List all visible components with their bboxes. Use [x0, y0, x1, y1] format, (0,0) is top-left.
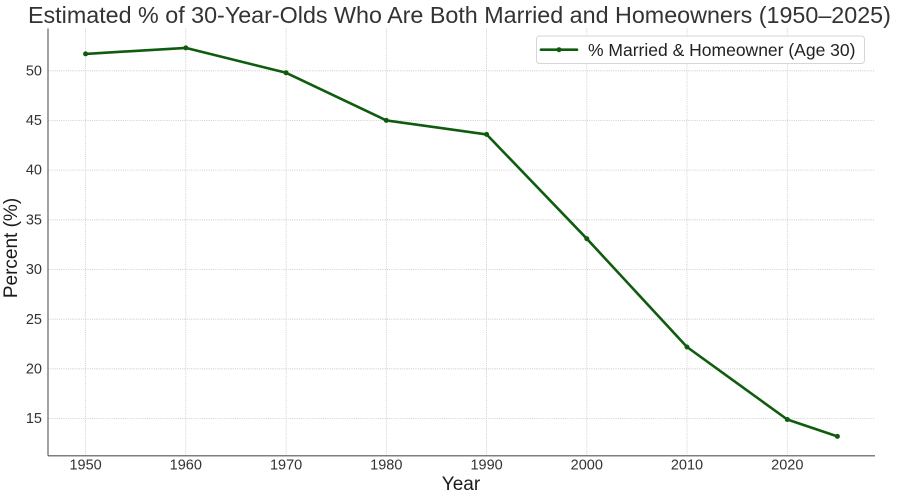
svg-text:35: 35	[26, 212, 42, 228]
svg-text:1950: 1950	[69, 458, 101, 474]
svg-text:50: 50	[26, 64, 42, 80]
svg-text:20: 20	[26, 361, 42, 377]
svg-text:Estimated % of 30-Year-Olds Wh: Estimated % of 30-Year-Olds Who Are Both…	[28, 2, 891, 28]
svg-text:% Married & Homeowner (Age 30): % Married & Homeowner (Age 30)	[588, 40, 855, 60]
svg-text:1960: 1960	[170, 458, 202, 474]
svg-text:2020: 2020	[771, 458, 803, 474]
svg-text:1990: 1990	[470, 458, 502, 474]
svg-text:Year: Year	[442, 474, 481, 495]
svg-text:25: 25	[26, 312, 42, 328]
svg-text:1970: 1970	[270, 458, 302, 474]
svg-text:15: 15	[26, 411, 42, 427]
svg-text:30: 30	[26, 262, 42, 278]
svg-text:40: 40	[26, 163, 42, 179]
svg-text:1980: 1980	[370, 458, 402, 474]
svg-text:Percent (%): Percent (%)	[1, 198, 22, 298]
svg-text:2010: 2010	[671, 458, 703, 474]
svg-text:45: 45	[26, 113, 42, 129]
svg-text:2000: 2000	[571, 458, 603, 474]
